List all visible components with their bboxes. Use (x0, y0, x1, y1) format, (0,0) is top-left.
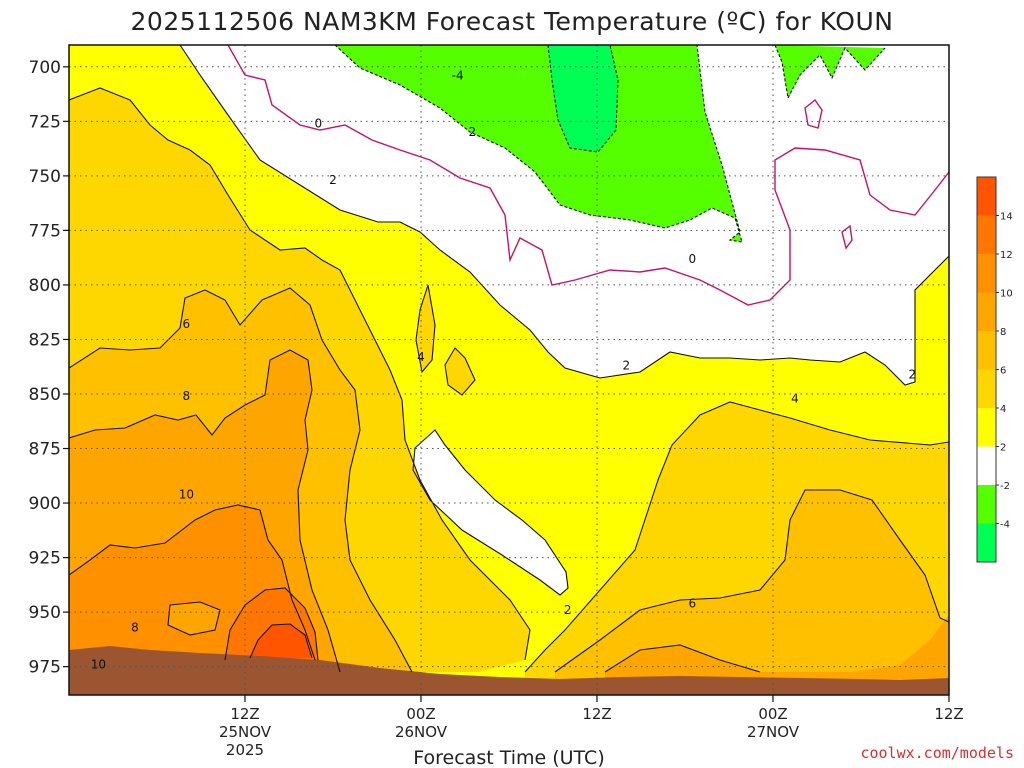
colorbar-tick-label: 8 (1000, 327, 1006, 338)
x-tick-label-time: 00Z (758, 705, 787, 723)
colorbar-band (977, 177, 996, 216)
isotherm-2-upper (179, 45, 949, 386)
grid (69, 45, 949, 695)
y-tick-label: 875 (29, 440, 61, 460)
region-white-upper (180, 45, 949, 385)
colorbar-tick-label: -4 (1000, 520, 1010, 531)
y-tick-label: 800 (29, 276, 61, 296)
isotherm-8 (69, 349, 341, 673)
y-tick-label: 925 (29, 549, 61, 569)
isotherm-lines (69, 45, 949, 673)
x-tick-label-day: 26NOV (395, 723, 448, 741)
x-tick-label-time: 12Z (582, 705, 611, 723)
colorbar-tick-label: 4 (1000, 404, 1006, 415)
colorbar-tick-label: 12 (1000, 250, 1013, 261)
colorbar-band (977, 215, 996, 254)
plot-area: -4 0 2 2 0 6 4 2 2 8 4 10 6 2 8 10 (69, 45, 949, 695)
isotherm-zero-loop-1 (804, 98, 823, 129)
region-og-right (555, 490, 949, 695)
y-axis: 700 725 750 775 800 825 850 875 900 925 950 975 (29, 58, 69, 678)
isotherm-4-right (524, 401, 949, 673)
contour-label: 4 (791, 391, 799, 405)
plot-frame (68, 44, 950, 696)
y-tick-label: 825 (29, 330, 61, 350)
isotherm-12 (224, 587, 319, 661)
colorbar-band (977, 254, 996, 293)
region-gold-bubble-2 (445, 348, 475, 395)
region-white-pocket (413, 430, 568, 595)
contour-label: 6 (689, 596, 697, 610)
isotherm-4-bubble-1 (415, 284, 436, 374)
isotherm-4-bubble-2 (444, 347, 476, 396)
contour-label: 0 (315, 117, 323, 131)
region-green (335, 45, 742, 242)
contour-label: 0 (689, 252, 697, 266)
x-tick-label-day: 27NOV (747, 723, 800, 741)
colorbar-tick-label: 6 (1000, 366, 1006, 377)
isotherm-4-left (69, 87, 531, 661)
x-tick-label-year: 2025 (226, 741, 264, 759)
y-tick-label: 900 (29, 494, 61, 514)
isotherm-zero-loop-2 (841, 224, 853, 250)
region-gold-bubble-1 (416, 285, 435, 372)
contour-labels: -4 0 2 2 0 6 4 2 2 8 4 10 6 2 8 10 (91, 69, 916, 672)
contour-label: 8 (131, 620, 139, 634)
y-tick-label: 700 (29, 58, 61, 78)
isotherm-minus2 (334, 45, 743, 243)
x-tick-label-time: 12Z (230, 705, 259, 723)
isotherm-8-right (604, 644, 761, 673)
region-green-top-right (775, 45, 885, 98)
contour-label: -4 (452, 69, 464, 83)
isotherm-zero (227, 45, 949, 306)
isotherm-minus4 (547, 45, 619, 153)
x-tick-label-day: 25NOV (219, 723, 272, 741)
colorbar-band (977, 446, 996, 485)
colorbar-band (977, 331, 996, 370)
colorbar-band (977, 523, 996, 562)
contour-label: 4 (417, 350, 425, 364)
credit-text: coolwx.com/models (860, 744, 1014, 762)
isotherm-8-bubble (167, 601, 221, 636)
colorbar-tick-label: 14 (1000, 212, 1013, 223)
contour-label: 2 (469, 125, 477, 139)
x-axis-label: Forecast Time (UTC) (413, 747, 604, 768)
y-tick-label: 950 (29, 603, 61, 623)
contour-label: 2 (564, 603, 572, 617)
region-bright-green (548, 45, 618, 152)
x-tick-label-time: 12Z (934, 705, 963, 723)
contour-label: 8 (183, 389, 191, 403)
isotherm-6-right (554, 489, 949, 673)
x-tick-label-time: 00Z (406, 705, 435, 723)
region-orange-right (605, 615, 949, 695)
y-tick-label: 725 (29, 112, 61, 132)
region-orange-bubble (168, 602, 220, 635)
contour-label: 2 (623, 359, 631, 373)
contour-label: 2 (909, 367, 917, 381)
isotherm-14 (249, 623, 313, 659)
colorbar-band (977, 485, 996, 524)
y-tick-label: 850 (29, 385, 61, 405)
contour-label: 2 (329, 173, 337, 187)
y-tick-label: 750 (29, 167, 61, 187)
contour-label: 6 (183, 317, 191, 331)
contour-label: 10 (91, 657, 106, 671)
contour-label: 10 (179, 487, 194, 501)
y-tick-label: 975 (29, 658, 61, 678)
colorbar-band (977, 369, 996, 408)
isotherm-6-left (69, 287, 413, 673)
colorbar: 14 12 10 8 6 4 2 -2 -4 (976, 176, 1013, 563)
colorbar-band (977, 408, 996, 447)
colorbar-tick-label: -2 (1000, 481, 1010, 492)
colorbar-tick-label: 2 (1000, 443, 1006, 454)
colorbar-tick-label: 10 (1000, 289, 1013, 300)
chart-title: 2025112506 NAM3KM Forecast Temperature (… (131, 7, 894, 36)
colorbar-band (977, 292, 996, 331)
isotherm-minus2-top-right (774, 45, 886, 100)
y-tick-label: 775 (29, 221, 61, 241)
terrain (69, 646, 949, 695)
